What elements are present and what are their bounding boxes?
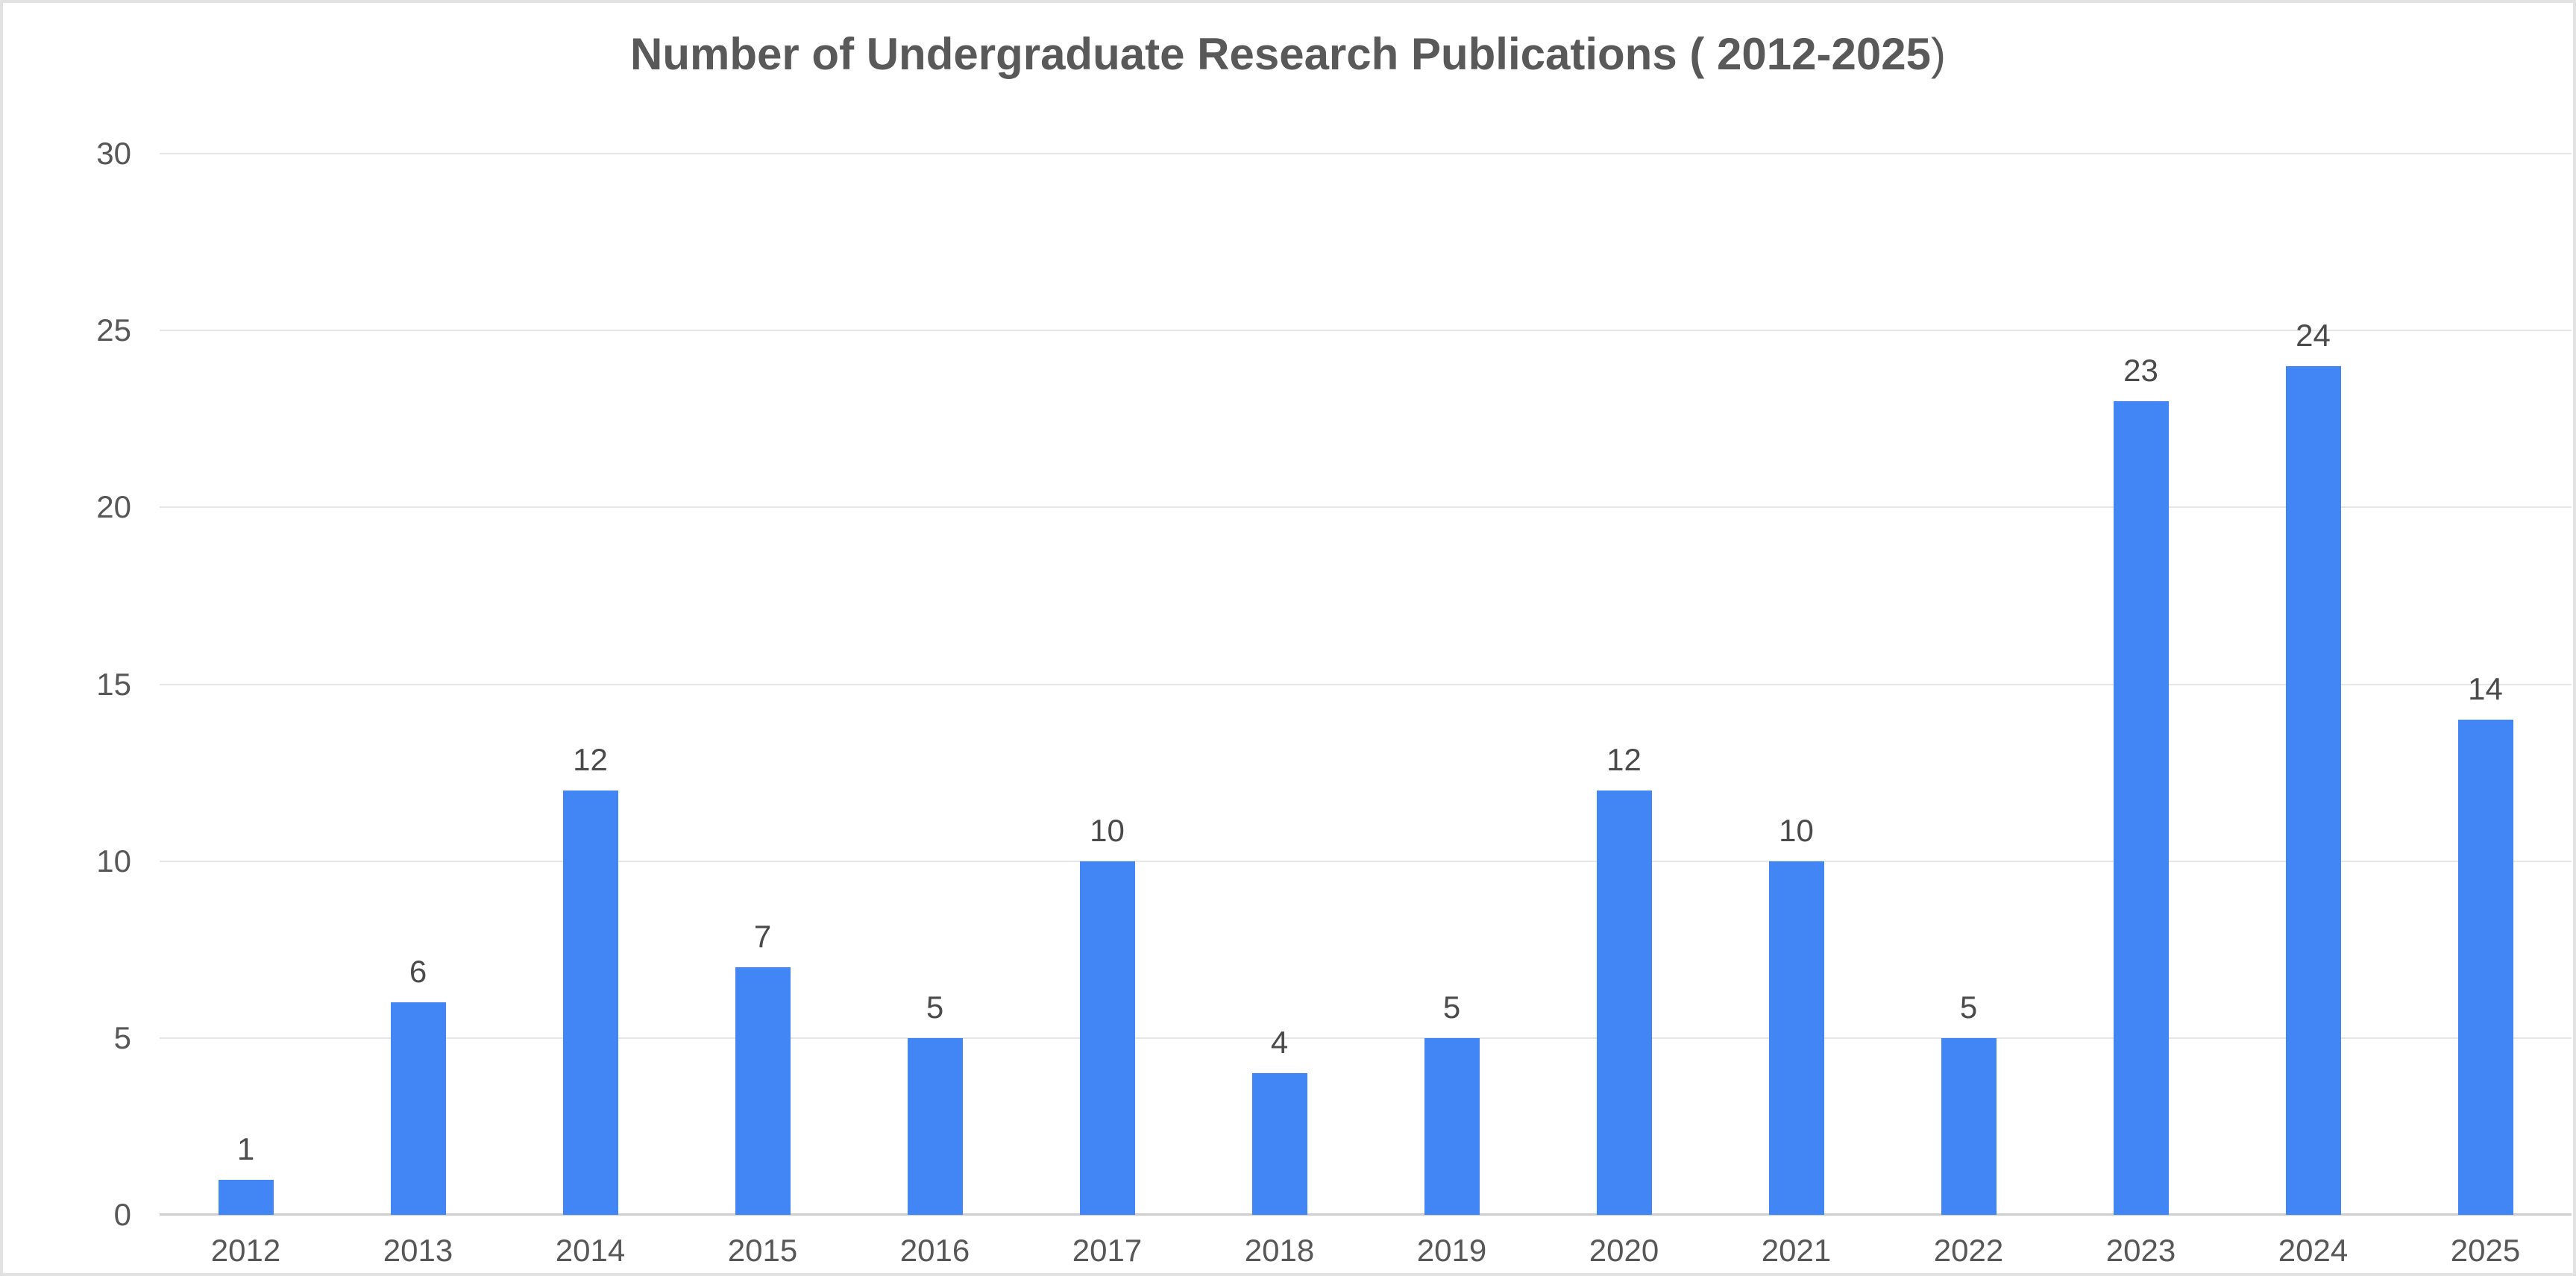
bar-2023[interactable] xyxy=(2113,401,2169,1215)
x-axis-tick-label: 2013 xyxy=(383,1233,453,1268)
y-axis-tick-label: 0 xyxy=(113,1197,131,1232)
chart-title-main: Number of Undergraduate Research Publica… xyxy=(630,29,1931,79)
bar-value-label: 10 xyxy=(1090,812,1125,848)
x-axis-tick-label: 2020 xyxy=(1589,1233,1659,1268)
x-axis-tick-label: 2024 xyxy=(2278,1233,2349,1268)
y-axis-tick-label: 5 xyxy=(113,1019,131,1055)
y-axis-tick-label: 25 xyxy=(96,312,131,348)
bar-2025[interactable] xyxy=(2457,719,2513,1215)
bar-value-label: 6 xyxy=(409,954,427,990)
x-axis-tick-label: 2022 xyxy=(1933,1233,2004,1268)
y-axis-tick-label: 20 xyxy=(96,489,131,525)
plot-area: 0 5 10 15 20 25 30 1 2012 6 2013 12 2014 7 2015 5 2016 10… xyxy=(96,136,2572,1268)
x-axis-baseline xyxy=(160,1213,2572,1216)
x-axis-tick-label: 2018 xyxy=(1244,1233,1315,1268)
bar-value-label: 12 xyxy=(1606,741,1642,777)
x-axis-tick-label: 2019 xyxy=(1416,1233,1487,1268)
bar-value-label: 5 xyxy=(1442,989,1461,1025)
bar-2012[interactable] xyxy=(218,1179,274,1215)
x-axis-tick-label: 2015 xyxy=(727,1233,798,1268)
y-gridline xyxy=(160,506,2572,509)
x-axis-tick-label: 2021 xyxy=(1761,1233,1832,1268)
x-axis-tick-label: 2014 xyxy=(555,1233,626,1268)
bar-2013[interactable] xyxy=(390,1002,446,1215)
x-axis-tick-label: 2016 xyxy=(899,1233,970,1268)
bar-2024[interactable] xyxy=(2285,365,2341,1215)
y-axis-tick-label: 30 xyxy=(96,136,131,171)
bar-value-label: 12 xyxy=(573,741,608,777)
bar-2018[interactable] xyxy=(1251,1073,1307,1215)
bar-value-label: 1 xyxy=(236,1131,255,1166)
bar-2021[interactable] xyxy=(1768,861,1824,1215)
y-gridline xyxy=(160,683,2572,685)
bar-value-label: 5 xyxy=(926,989,944,1025)
bar-2016[interactable] xyxy=(907,1037,963,1215)
bar-2014[interactable] xyxy=(562,790,618,1215)
bar-2017[interactable] xyxy=(1079,861,1135,1215)
y-axis-tick-label: 10 xyxy=(96,843,131,879)
bar-2015[interactable] xyxy=(735,967,791,1215)
y-gridline xyxy=(160,330,2572,332)
bar-value-label: 24 xyxy=(2296,317,2331,353)
bar-value-label: 10 xyxy=(1779,812,1814,848)
x-axis-tick-label: 2023 xyxy=(2105,1233,2176,1268)
y-gridline xyxy=(160,860,2572,862)
bar-2019[interactable] xyxy=(1424,1037,1480,1215)
y-gridline xyxy=(160,1037,2572,1039)
x-axis-tick-label: 2017 xyxy=(1072,1233,1143,1268)
bar-value-label: 5 xyxy=(1959,989,1978,1025)
bar-2020[interactable] xyxy=(1596,790,1652,1215)
y-gridline xyxy=(160,153,2572,154)
bar-value-label: 14 xyxy=(2468,670,2503,706)
bar-value-label: 23 xyxy=(2123,353,2158,389)
chart-title: Number of Undergraduate Research Publica… xyxy=(3,28,2573,80)
bar-value-label: 4 xyxy=(1270,1025,1289,1060)
y-axis-tick-label: 15 xyxy=(96,666,131,702)
bar-2022[interactable] xyxy=(1941,1037,1997,1215)
x-axis-tick-label: 2025 xyxy=(2450,1233,2521,1268)
bar-value-label: 7 xyxy=(753,918,772,954)
x-axis-tick-label: 2012 xyxy=(210,1233,281,1268)
chart-title-suffix: ) xyxy=(1930,29,1946,79)
